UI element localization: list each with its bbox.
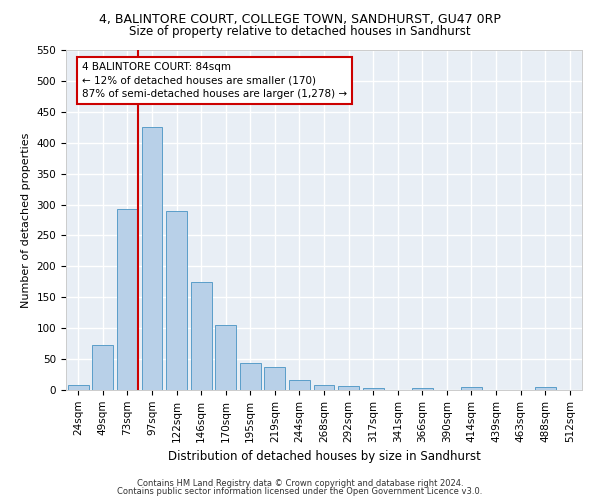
Bar bbox=[314, 385, 334, 390]
Y-axis label: Number of detached properties: Number of detached properties bbox=[21, 132, 31, 308]
Bar bbox=[68, 385, 89, 390]
Bar bbox=[240, 363, 261, 390]
Text: Size of property relative to detached houses in Sandhurst: Size of property relative to detached ho… bbox=[129, 25, 471, 38]
Bar bbox=[412, 388, 433, 390]
Bar bbox=[535, 387, 556, 390]
Text: Contains HM Land Registry data © Crown copyright and database right 2024.: Contains HM Land Registry data © Crown c… bbox=[137, 478, 463, 488]
Text: Contains public sector information licensed under the Open Government Licence v3: Contains public sector information licen… bbox=[118, 487, 482, 496]
Bar bbox=[338, 386, 359, 390]
Bar bbox=[166, 210, 187, 390]
Bar bbox=[142, 128, 163, 390]
Bar bbox=[461, 387, 482, 390]
Bar bbox=[265, 366, 286, 390]
Bar bbox=[92, 346, 113, 390]
Bar bbox=[191, 282, 212, 390]
Text: 4 BALINTORE COURT: 84sqm
← 12% of detached houses are smaller (170)
87% of semi-: 4 BALINTORE COURT: 84sqm ← 12% of detach… bbox=[82, 62, 347, 99]
Bar bbox=[362, 388, 383, 390]
X-axis label: Distribution of detached houses by size in Sandhurst: Distribution of detached houses by size … bbox=[167, 450, 481, 463]
Bar bbox=[215, 325, 236, 390]
Bar bbox=[117, 209, 138, 390]
Text: 4, BALINTORE COURT, COLLEGE TOWN, SANDHURST, GU47 0RP: 4, BALINTORE COURT, COLLEGE TOWN, SANDHU… bbox=[99, 12, 501, 26]
Bar bbox=[289, 380, 310, 390]
